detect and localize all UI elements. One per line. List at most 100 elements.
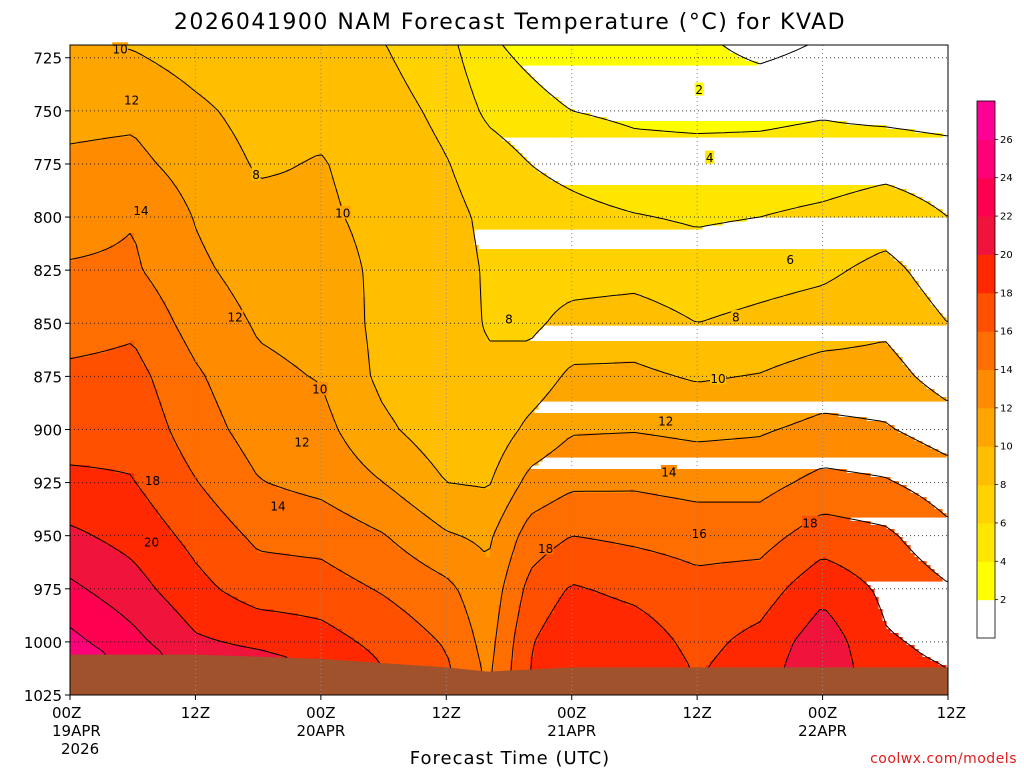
colorbar-swatch xyxy=(977,254,995,294)
colorbar-label: 4 xyxy=(1000,557,1006,568)
contour-label: 12 xyxy=(658,414,673,428)
colorbar-swatch xyxy=(977,522,995,562)
contour-label-bg xyxy=(270,498,287,512)
contour-label: 12 xyxy=(294,436,309,450)
colorbar-swatch xyxy=(977,101,995,140)
contour-label: 8 xyxy=(252,168,260,182)
contour-line-14 xyxy=(70,232,948,695)
y-tick-label: 950 xyxy=(33,528,62,546)
colorbar-label: 12 xyxy=(1000,403,1013,414)
contour-label: 18 xyxy=(538,542,553,556)
x-year-label: 2026 xyxy=(61,740,99,758)
x-tick-label: 00Z xyxy=(557,704,586,722)
contour-label: 8 xyxy=(732,310,740,324)
contour-label-bg xyxy=(251,167,261,181)
contour-line-6 xyxy=(457,45,948,228)
colorbar-swatch xyxy=(977,599,995,639)
contour-label: 8 xyxy=(505,313,513,327)
colorbar-label: 6 xyxy=(1000,518,1006,529)
colorbar-label: 8 xyxy=(1000,480,1006,491)
x-axis-label: Forecast Time (UTC) xyxy=(410,748,610,768)
credit-text: coolwx.com/models xyxy=(870,751,1017,767)
contour-label: 10 xyxy=(113,43,128,57)
colorbar-swatch xyxy=(977,331,995,370)
x-date-label: 21APR xyxy=(547,722,596,740)
colorbar-label: 20 xyxy=(1000,250,1013,261)
contour-label-bg xyxy=(660,464,677,478)
contour-label: 10 xyxy=(335,206,350,220)
contour-labels: 10 12 8 14 10 12 10 12 14 18 20 2 4 6 8 8 10 12 14 16 18 18 xyxy=(112,42,819,556)
colorbar-label: 16 xyxy=(1000,327,1013,338)
colorbar-label: 14 xyxy=(1000,365,1013,376)
contour-label: 10 xyxy=(710,372,725,386)
contour-label: 12 xyxy=(124,94,139,108)
y-tick-label: 1025 xyxy=(24,687,62,705)
contour-label-bg xyxy=(504,312,514,326)
colorbar-swatch xyxy=(977,561,995,601)
contour-label-bg xyxy=(227,309,244,323)
x-tick-label: 00Z xyxy=(52,704,81,722)
colorbar-label: 2 xyxy=(1000,595,1006,606)
x-tick-label: 12Z xyxy=(432,704,461,722)
contour-label-bg xyxy=(731,309,741,323)
contour-label-bg xyxy=(710,371,727,385)
y-tick-label: 750 xyxy=(33,103,62,121)
contour-label: 14 xyxy=(270,499,285,513)
contour-label: 12 xyxy=(228,310,243,324)
contour-label-bg xyxy=(311,382,328,396)
contour-label: 10 xyxy=(312,383,327,397)
contour-line-4 xyxy=(502,45,948,137)
x-tick-label: 12Z xyxy=(937,704,966,722)
colorbar-swatch xyxy=(977,407,995,447)
x-date-label: 22APR xyxy=(798,722,847,740)
contour-line-12 xyxy=(70,134,948,553)
contour-label-bg xyxy=(694,82,704,96)
colorbar-swatch xyxy=(977,177,995,217)
y-tick-label: 825 xyxy=(33,262,62,280)
x-date-label: 20APR xyxy=(296,722,345,740)
contour-label-bg xyxy=(133,203,150,217)
contour-label: 16 xyxy=(692,527,707,541)
contour-label: 14 xyxy=(133,204,148,218)
ground-surface xyxy=(70,654,948,695)
colorbar-swatch xyxy=(977,369,995,409)
x-tick-label: 00Z xyxy=(306,704,335,722)
y-tick-label: 875 xyxy=(33,368,62,386)
colorbar-label: 18 xyxy=(1000,288,1013,299)
y-tick-label: 800 xyxy=(33,209,62,227)
x-date-label: 19APR xyxy=(52,722,101,740)
colorbar-label: 22 xyxy=(1000,212,1013,223)
contour-lines xyxy=(70,45,948,695)
contour-label-bg xyxy=(144,473,161,487)
colorbar-swatch xyxy=(977,484,995,524)
contour-label: 18 xyxy=(145,474,160,488)
contour-line-8 xyxy=(385,45,948,342)
colorbar-swatch xyxy=(977,139,995,179)
contour-label-bg xyxy=(123,93,140,107)
contour-label-bg xyxy=(537,541,554,555)
y-tick-label: 725 xyxy=(33,50,62,68)
y-tick-label: 850 xyxy=(33,315,62,333)
terrain-below-surface xyxy=(70,654,948,695)
contour-label-bg xyxy=(334,205,351,219)
contour-label: 14 xyxy=(661,465,676,479)
plot-frame xyxy=(69,44,949,696)
x-tick-label: 00Z xyxy=(808,704,837,722)
contour-label: 2 xyxy=(695,83,703,97)
colorbar-label: 10 xyxy=(1000,442,1013,453)
contour-label-bg xyxy=(657,413,674,427)
y-tick-label: 775 xyxy=(33,156,62,174)
contour-label: 6 xyxy=(786,253,794,267)
contour-label-bg xyxy=(705,150,715,164)
colorbar-swatch xyxy=(977,446,995,486)
contour-label-bg xyxy=(785,252,795,266)
y-tick-label: 925 xyxy=(33,475,62,493)
contour-line-18 xyxy=(70,464,948,695)
chart-title: 2026041900 NAM Forecast Temperature (°C)… xyxy=(174,10,846,35)
contour-label: 20 xyxy=(144,536,159,550)
contour-label: 4 xyxy=(706,151,714,165)
colorbar-swatch xyxy=(977,216,995,255)
x-tick-label: 12Z xyxy=(682,704,711,722)
